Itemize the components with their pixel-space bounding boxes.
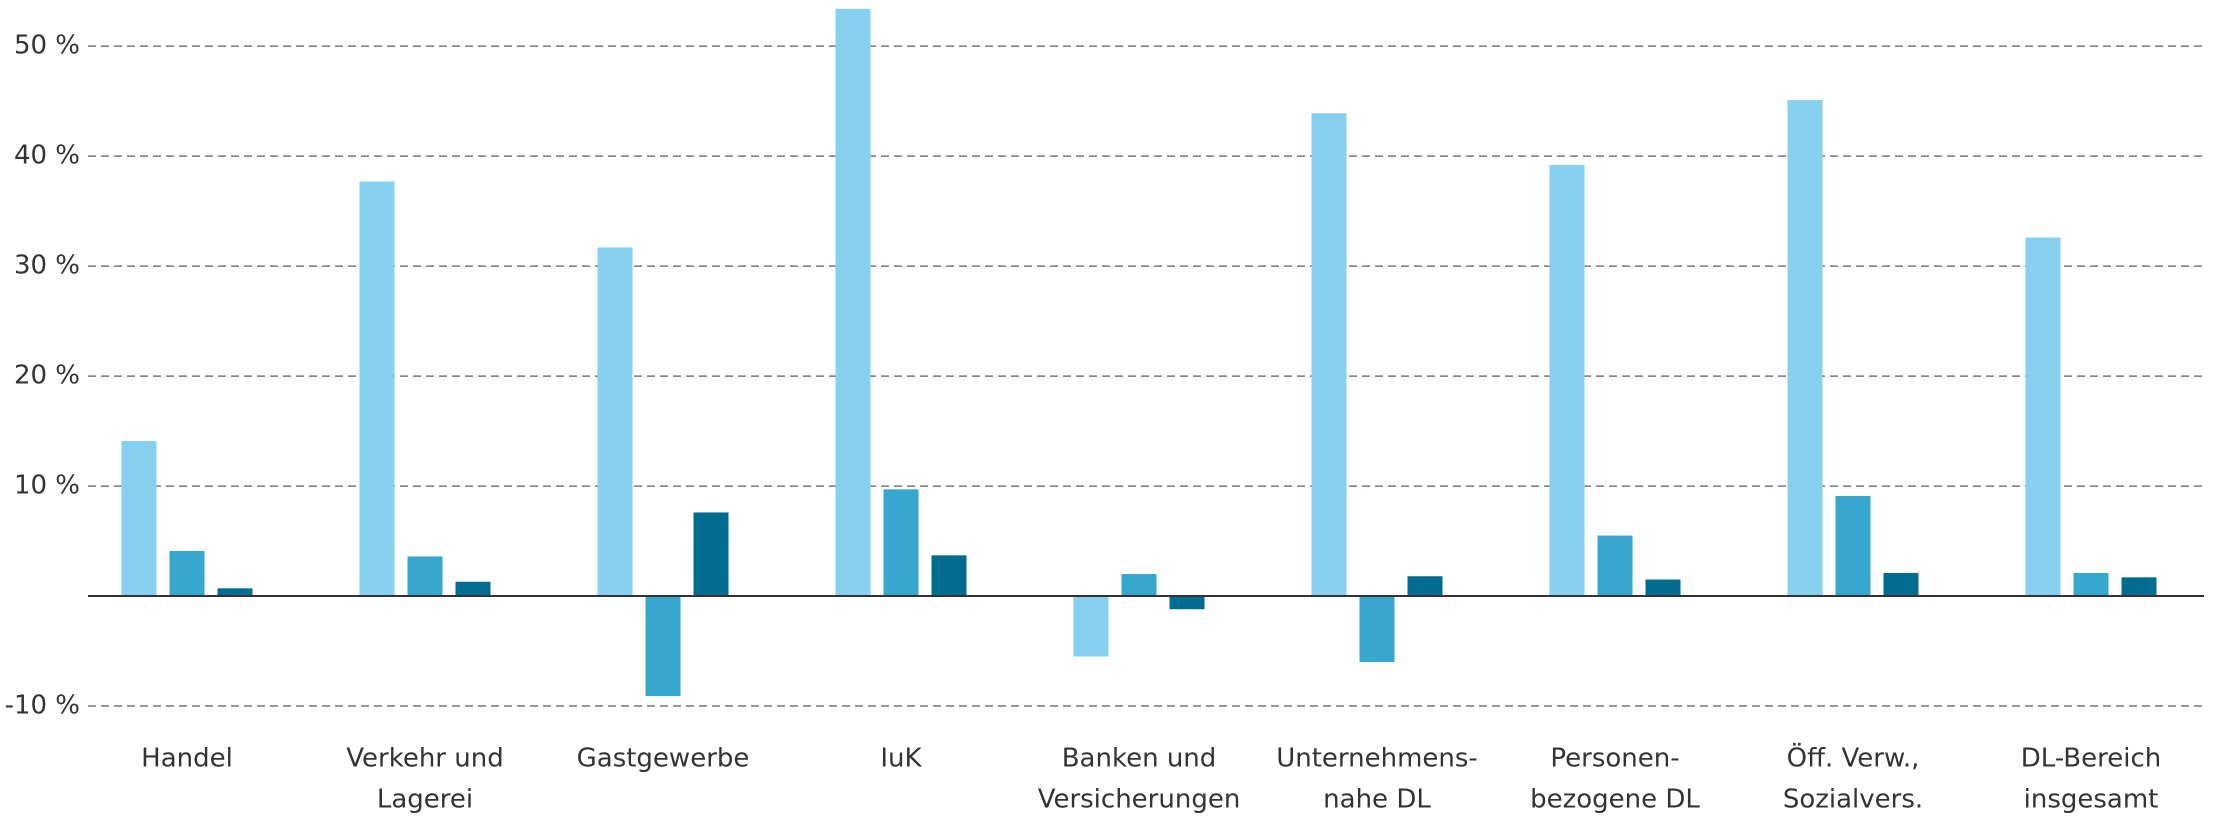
bar [1169,596,1205,610]
y-tick-label: 30 % [14,251,80,281]
bar [217,588,253,597]
bar [883,489,919,597]
x-tick-label: Personen- [1550,744,1679,774]
y-tick-label: 10 % [14,471,80,501]
bar [1311,113,1347,597]
x-tick-label: bezogene DL [1530,785,1700,815]
bar [1121,574,1157,597]
y-tick-label: 40 % [14,141,80,171]
x-tick-label: Öff. Verw., [1787,742,1920,774]
bar [1359,596,1395,663]
bar [359,181,395,597]
bar [1073,596,1109,657]
x-tick-label: Sozialvers. [1783,785,1923,815]
x-tick-label: Versicherungen [1038,785,1241,815]
bar [597,247,633,597]
y-tick-label: -10 % [5,691,80,721]
x-tick-label: insgesamt [2024,785,2159,815]
bar [1407,576,1443,597]
bar [2073,572,2109,597]
bar [1645,579,1681,597]
x-tick-label: Unternehmens- [1276,744,1478,774]
bar [931,555,967,597]
bar [1787,100,1823,597]
bar [455,581,491,597]
bar [1549,164,1585,597]
bar [693,512,729,597]
bar [169,550,205,597]
bar [835,8,871,597]
x-tick-label: Gastgewerbe [577,744,750,774]
bar [407,556,443,597]
bar [2121,577,2157,597]
x-tick-label: nahe DL [1323,785,1431,815]
bar [1883,572,1919,597]
x-tick-label: Lagerei [377,785,473,815]
x-tick-label: Verkehr und [346,744,503,774]
bar [2025,237,2061,597]
x-tick-label: Handel [141,744,233,774]
y-tick-label: 20 % [14,361,80,391]
bar [1597,535,1633,597]
x-tick-label: Banken und [1062,744,1217,774]
x-tick-label: DL-Bereich [2021,744,2161,774]
bar [121,440,157,597]
bar [645,596,681,697]
x-tick-label: IuK [880,744,922,774]
y-tick-label: 50 % [14,31,80,61]
bar [1835,495,1871,597]
